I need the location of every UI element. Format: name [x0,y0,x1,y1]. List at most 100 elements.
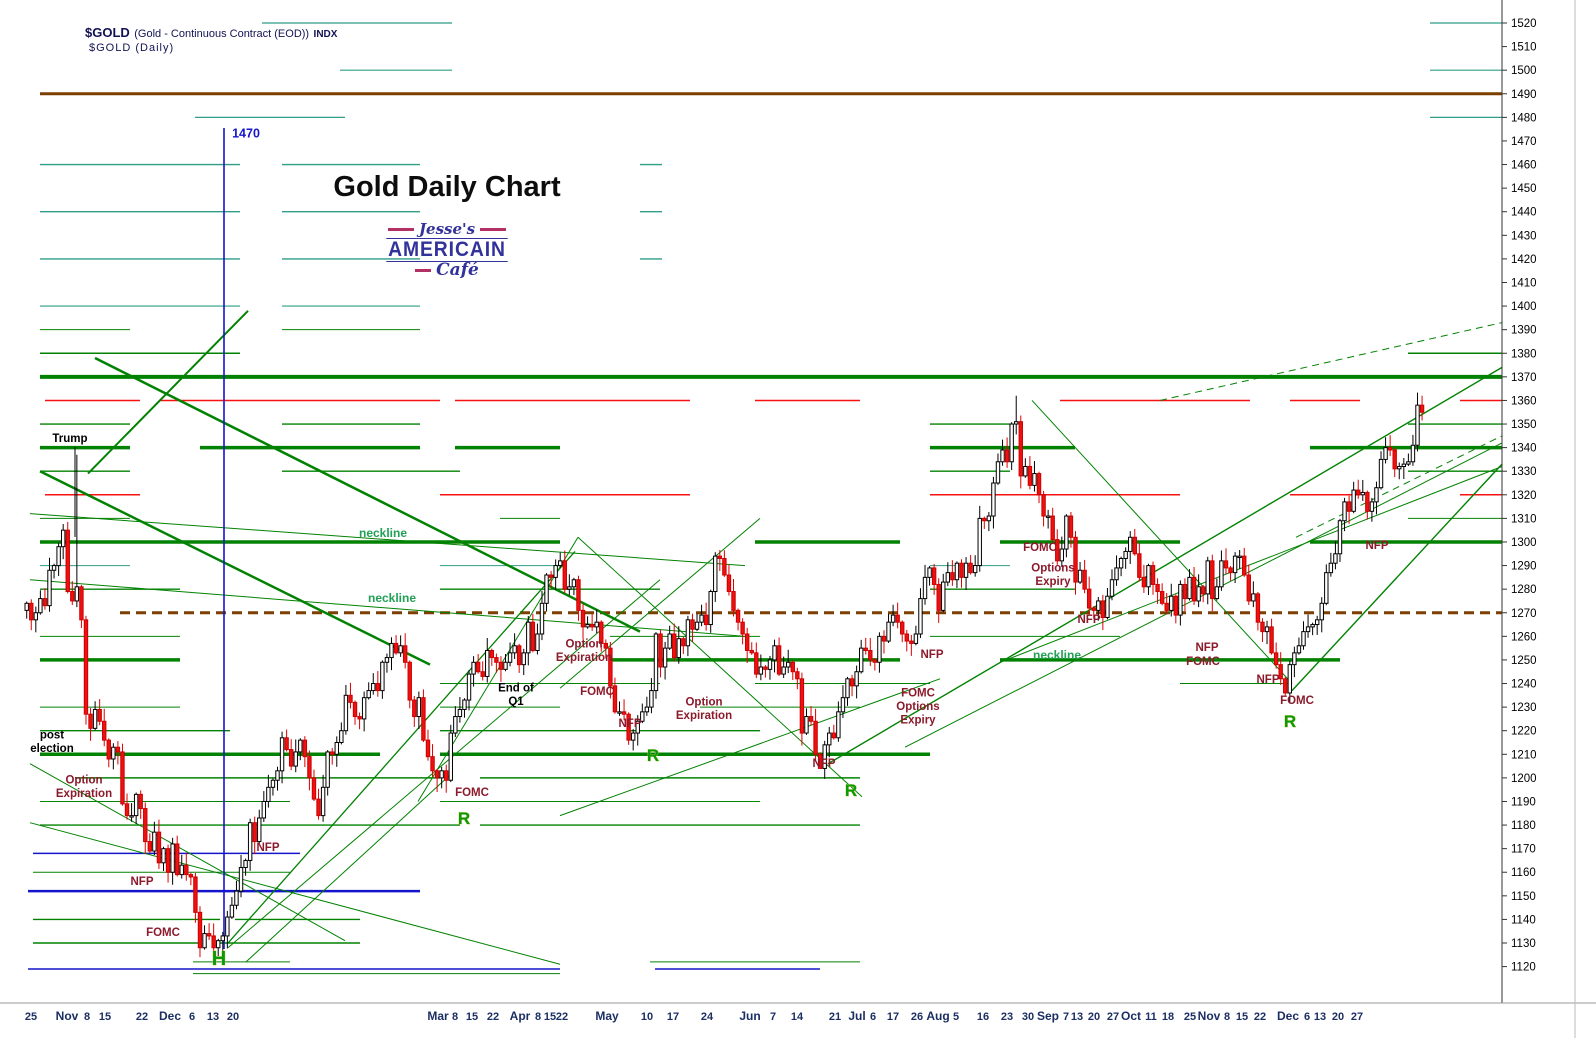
x-axis-label: Jul [848,1009,865,1023]
candle-body [909,640,914,644]
candle-body [339,730,344,743]
candle-body [211,935,216,949]
trendline [29,513,746,567]
candle-body [1059,548,1065,562]
candle-body [1082,569,1087,590]
candle-body [685,619,691,647]
candle-body [270,779,276,788]
x-axis-label: 20 [227,1011,239,1023]
x-axis-label: Jun [739,1009,760,1023]
candle-body [836,711,841,739]
trendline [1295,435,1503,538]
annotation-fomc: FOMC [1280,695,1314,707]
candle-body [589,624,595,628]
candle-body [804,716,809,734]
x-axis-label: 22 [1254,1011,1266,1023]
candle-body [320,786,326,817]
candle-body [466,673,472,701]
x-axis-label: 21 [829,1011,841,1023]
candle-body [827,732,832,746]
y-axis-label: 1240 [1511,679,1537,691]
candle-body [1169,595,1174,611]
y-axis-label: 1150 [1511,891,1536,903]
candle-body [667,633,672,649]
annotation-nfp: NFP [257,842,280,854]
annotation-fomc: FOMC [1023,542,1057,554]
candle-body [977,517,982,567]
y-axis-label: 1400 [1511,301,1537,313]
candle-body [1118,557,1124,569]
trendline [227,550,576,944]
candle-body [1073,536,1078,583]
candle-body [1128,536,1133,552]
candle-body [676,638,681,659]
logo-middle-text: AMERICAIN [386,237,508,262]
candle-body [786,661,791,668]
candle-body [758,666,764,675]
candle-body [293,751,298,767]
candle-body [133,793,139,817]
candle-body [1114,567,1119,581]
candle-body [288,749,294,767]
candle-body [1337,520,1343,555]
candle-body [672,633,677,659]
y-axis-label: 1390 [1511,325,1537,337]
candle-body [366,690,371,699]
candle-body [708,591,713,626]
candle-body [1096,600,1101,611]
x-axis-label: 27 [1351,1011,1363,1023]
x-axis-label: Nov [56,1009,79,1023]
candle-body [1023,465,1028,477]
candle-body [735,609,741,623]
candle-body [1137,553,1142,578]
x-axis-label: Mar [427,1009,449,1023]
candle-body [918,598,923,635]
candle-body [1356,489,1361,496]
exchange-tag: INDX [313,29,338,40]
trendline [29,579,746,637]
candle-body [886,621,891,642]
x-axis-label: 8 [84,1011,90,1023]
candle-body [626,713,631,741]
candle-body [931,567,937,585]
candle-body [717,555,723,559]
candle-body [1205,560,1210,595]
x-axis-label: 5 [953,1011,959,1023]
candle-body [868,649,873,661]
candle-body [498,661,504,670]
candle-body [1018,421,1023,477]
candle-body [325,751,330,788]
x-axis-label: 7 [770,1011,776,1023]
annotation-fomc: FOMC [1186,656,1220,668]
candle-body [238,867,244,892]
candle-body [662,647,668,668]
candle-body [963,562,969,578]
candle-body [521,652,526,666]
candle-body [653,633,659,692]
annotation-options-expiry: Options Expiry [1031,562,1074,588]
annotation-neckline: neckline [368,591,416,605]
candle-body [284,737,289,751]
candle-body [1397,465,1402,470]
candle-body [1374,487,1379,503]
candle-body [416,697,422,718]
candle-body [184,864,189,876]
y-axis-label: 1500 [1511,65,1537,77]
candle-body [740,621,745,635]
x-axis-label: Oct [1121,1009,1141,1023]
x-axis-label: 25 [1184,1011,1196,1023]
x-axis-label: 15 [1236,1011,1248,1023]
x-axis-label: 8 [452,1011,458,1023]
candle-body [1232,555,1238,574]
chart-header: $GOLD (Gold - Continuous Contract (EOD))… [85,24,337,42]
candle-body [371,683,376,692]
candle-body [640,711,645,722]
trendline [94,356,641,633]
annotation-fomc: FOMC [455,787,489,799]
candle-body [612,685,618,713]
candle-body [60,529,66,548]
candle-body [47,569,52,607]
candle-body [252,822,257,843]
x-axis-label: 30 [1022,1011,1034,1023]
candle-body [849,678,855,687]
